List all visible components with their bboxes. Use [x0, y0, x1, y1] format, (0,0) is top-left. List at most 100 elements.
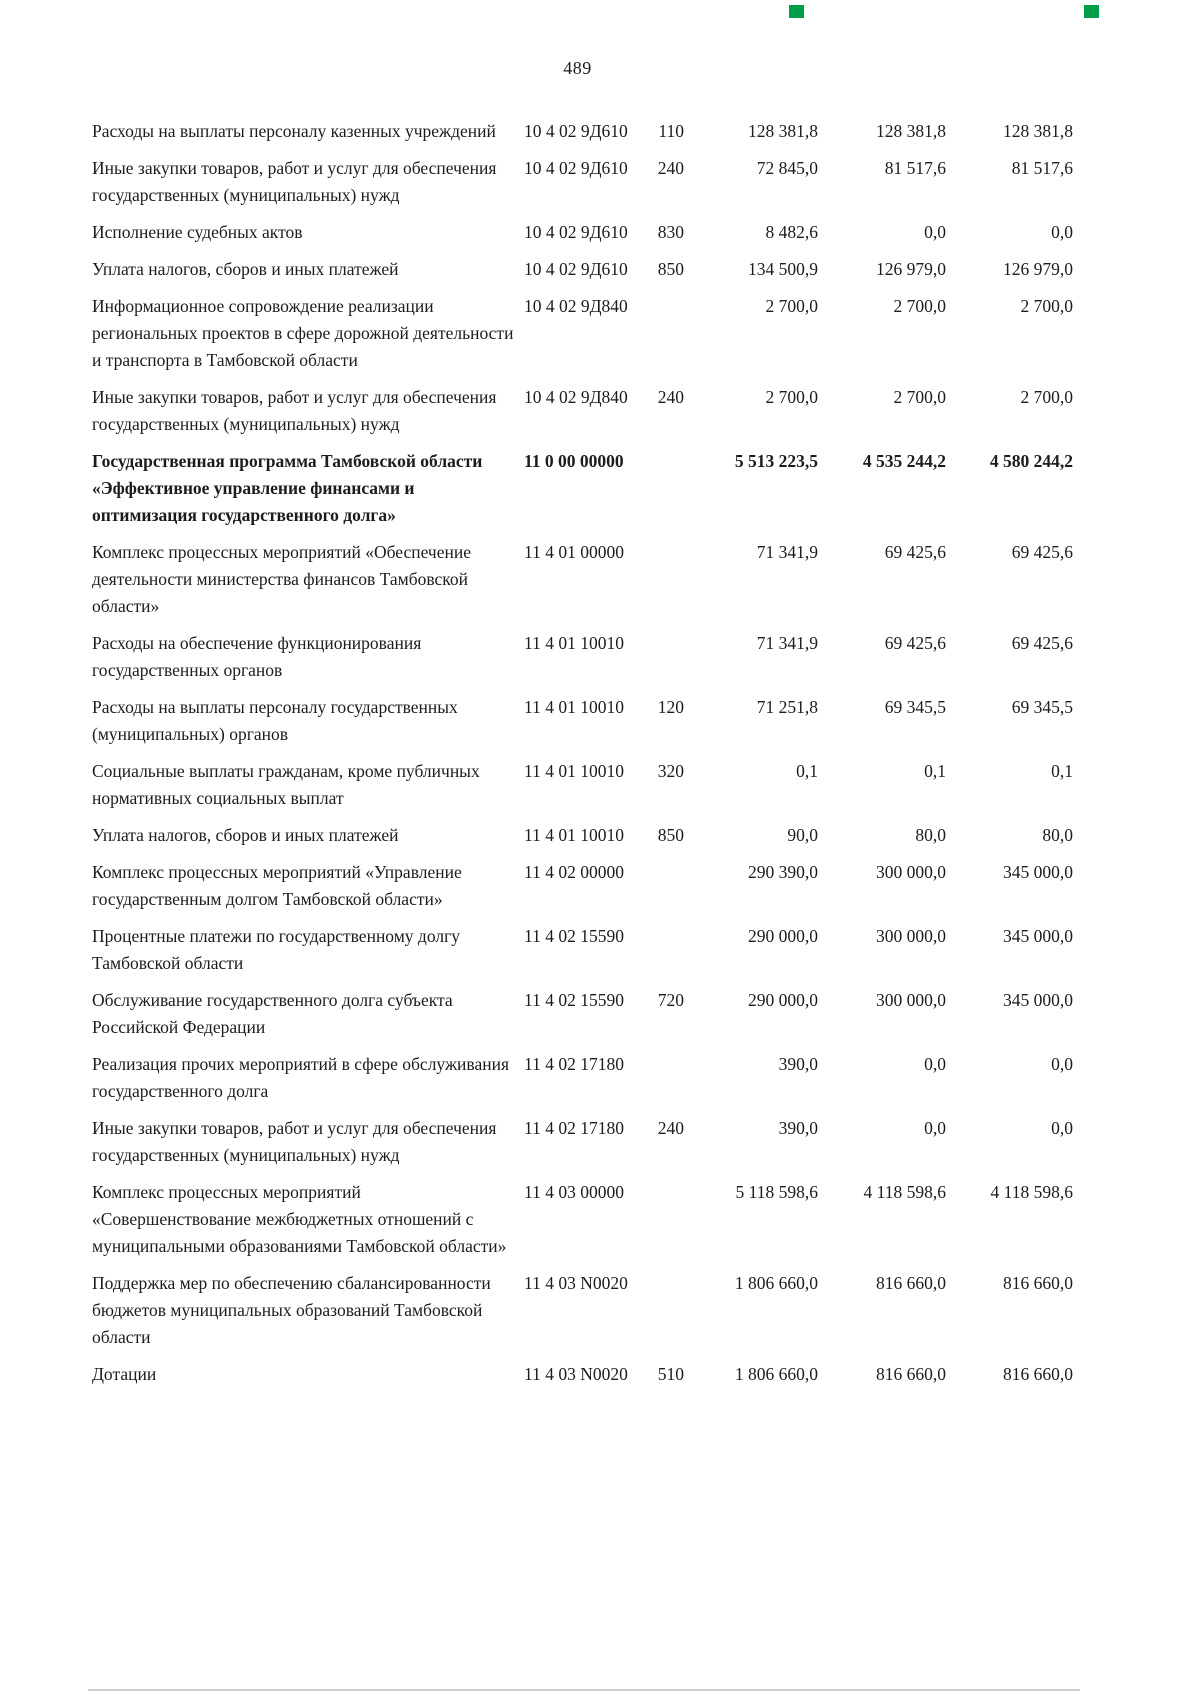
row-amount-1: 5 118 598,6 — [735, 1182, 818, 1202]
row-expense-type-code: 110 — [658, 121, 684, 141]
table-row: Комплекс процессных мероприятий «Обеспеч… — [92, 539, 1073, 620]
table-row: Уплата налогов, сборов и иных платежей 1… — [92, 256, 1073, 283]
row-amount-2: 816 660,0 — [876, 1364, 946, 1384]
row-expense-type-code: 320 — [657, 761, 684, 781]
row-amount-1: 71 341,9 — [756, 633, 818, 653]
row-classification-code: 11 0 00 00000 — [524, 451, 624, 471]
row-amount-3: 80,0 — [1042, 825, 1073, 845]
row-amount-3: 0,0 — [1051, 1118, 1073, 1138]
row-expense-type-code: 850 — [657, 825, 684, 845]
row-amount-2: 80,0 — [915, 825, 946, 845]
row-amount-3: 69 425,6 — [1011, 542, 1073, 562]
row-title: Расходы на выплаты персоналу казенных уч… — [92, 121, 496, 141]
row-classification-code: 11 4 03 00000 — [524, 1182, 624, 1202]
row-classification-code: 10 4 02 9Д840 — [524, 296, 628, 316]
table-row: Иные закупки товаров, работ и услуг для … — [92, 384, 1073, 438]
row-amount-2: 300 000,0 — [876, 926, 946, 946]
row-amount-1: 128 381,8 — [748, 121, 818, 141]
row-amount-1: 134 500,9 — [748, 259, 818, 279]
row-classification-code: 11 4 01 10010 — [524, 697, 624, 717]
row-expense-type-code: 240 — [657, 387, 684, 407]
row-title: Реализация прочих мероприятий в сфере об… — [92, 1054, 509, 1101]
row-classification-code: 10 4 02 9Д610 — [524, 259, 628, 279]
budget-table: Расходы на выплаты персоналу казенных уч… — [92, 118, 1073, 1388]
row-amount-3: 128 381,8 — [1003, 121, 1073, 141]
row-title: Исполнение судебных актов — [92, 222, 303, 242]
row-amount-2: 2 700,0 — [893, 387, 947, 407]
table-row: Иные закупки товаров, работ и услуг для … — [92, 1115, 1073, 1169]
scan-artifact-mark — [789, 5, 804, 18]
row-amount-3: 345 000,0 — [1003, 926, 1073, 946]
row-amount-1: 290 390,0 — [748, 862, 818, 882]
row-amount-1: 290 000,0 — [748, 990, 818, 1010]
row-classification-code: 10 4 02 9Д840 — [524, 387, 628, 407]
row-amount-1: 390,0 — [778, 1054, 818, 1074]
row-amount-3: 81 517,6 — [1011, 158, 1073, 178]
row-title: Комплекс процессных мероприятий «Соверше… — [92, 1182, 507, 1256]
row-amount-3: 2 700,0 — [1020, 387, 1074, 407]
row-title: Поддержка мер по обеспечению сбалансиров… — [92, 1273, 491, 1347]
row-amount-2: 126 979,0 — [876, 259, 946, 279]
scan-artifact-bottom-line — [88, 1689, 1080, 1691]
row-amount-2: 69 345,5 — [884, 697, 946, 717]
row-title: Государственная программа Тамбовской обл… — [92, 451, 483, 525]
row-amount-2: 81 517,6 — [884, 158, 946, 178]
row-classification-code: 10 4 02 9Д610 — [524, 121, 628, 141]
row-amount-3: 4 580 244,2 — [989, 451, 1073, 471]
row-title: Дотации — [92, 1364, 157, 1384]
row-title: Иные закупки товаров, работ и услуг для … — [92, 1118, 497, 1165]
row-classification-code: 11 4 02 15590 — [524, 926, 624, 946]
row-amount-1: 5 513 223,5 — [734, 451, 818, 471]
row-amount-1: 71 341,9 — [756, 542, 818, 562]
row-expense-type-code: 120 — [657, 697, 684, 717]
table-row: Комплекс процессных мероприятий «Управле… — [92, 859, 1073, 913]
row-amount-3: 126 979,0 — [1003, 259, 1073, 279]
row-title: Иные закупки товаров, работ и услуг для … — [92, 387, 497, 434]
row-amount-3: 4 118 598,6 — [990, 1182, 1073, 1202]
row-amount-2: 300 000,0 — [876, 990, 946, 1010]
row-classification-code: 11 4 02 17180 — [524, 1054, 624, 1074]
table-row: Иные закупки товаров, работ и услуг для … — [92, 155, 1073, 209]
row-title: Комплекс процессных мероприятий «Обеспеч… — [92, 542, 472, 616]
row-classification-code: 10 4 02 9Д610 — [524, 222, 628, 242]
table-row: Обслуживание государственного долга субъ… — [92, 987, 1073, 1041]
page-number: 489 — [563, 58, 592, 78]
row-amount-3: 345 000,0 — [1003, 862, 1073, 882]
table-row: Комплекс процессных мероприятий «Соверше… — [92, 1179, 1073, 1260]
row-title: Социальные выплаты гражданам, кроме публ… — [92, 761, 480, 808]
row-amount-1: 2 700,0 — [765, 296, 819, 316]
row-title: Обслуживание государственного долга субъ… — [92, 990, 453, 1037]
table-row: Информационное сопровождение реализации … — [92, 293, 1073, 374]
table-row: Поддержка мер по обеспечению сбалансиров… — [92, 1270, 1073, 1351]
row-title: Расходы на обеспечение функционирования … — [92, 633, 422, 680]
row-expense-type-code: 850 — [657, 259, 684, 279]
row-amount-1: 90,0 — [787, 825, 818, 845]
table-row: Процентные платежи по государственному д… — [92, 923, 1073, 977]
row-amount-2: 4 535 244,2 — [862, 451, 946, 471]
row-title: Процентные платежи по государственному д… — [92, 926, 461, 973]
row-amount-2: 2 700,0 — [893, 296, 947, 316]
table-row: Реализация прочих мероприятий в сфере об… — [92, 1051, 1073, 1105]
row-amount-3: 0,0 — [1051, 222, 1073, 242]
table-row: Расходы на обеспечение функционирования … — [92, 630, 1073, 684]
row-amount-2: 0,0 — [924, 1054, 946, 1074]
table-row: Уплата налогов, сборов и иных платежей 1… — [92, 822, 1073, 849]
table-row: Расходы на выплаты персоналу казенных уч… — [92, 118, 1073, 145]
row-amount-1: 8 482,6 — [765, 222, 819, 242]
row-amount-1: 0,1 — [796, 761, 818, 781]
row-title: Комплекс процессных мероприятий «Управле… — [92, 862, 462, 909]
row-classification-code: 10 4 02 9Д610 — [524, 158, 628, 178]
row-amount-1: 2 700,0 — [765, 387, 819, 407]
table-row: Дотации 11 4 03 N0020 510 1 806 660,0 81… — [92, 1361, 1073, 1388]
row-classification-code: 11 4 03 N0020 — [524, 1364, 628, 1384]
row-amount-1: 71 251,8 — [756, 697, 818, 717]
row-amount-3: 345 000,0 — [1003, 990, 1073, 1010]
row-amount-3: 816 660,0 — [1003, 1364, 1073, 1384]
row-amount-3: 69 345,5 — [1011, 697, 1073, 717]
row-amount-2: 69 425,6 — [884, 542, 946, 562]
table-row: Социальные выплаты гражданам, кроме публ… — [92, 758, 1073, 812]
row-amount-2: 0,0 — [924, 222, 946, 242]
row-amount-2: 0,1 — [924, 761, 946, 781]
row-title: Расходы на выплаты персоналу государстве… — [92, 697, 458, 744]
row-amount-1: 1 806 660,0 — [734, 1273, 818, 1293]
